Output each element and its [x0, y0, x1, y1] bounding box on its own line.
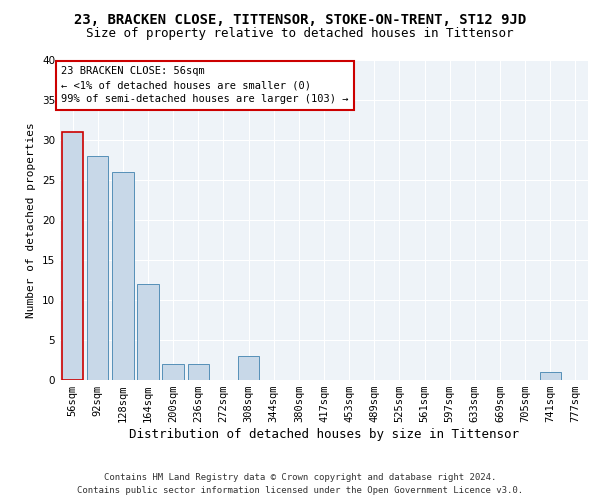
- Bar: [163, 364, 184, 380]
- Bar: [539, 372, 561, 380]
- Text: Contains HM Land Registry data © Crown copyright and database right 2024.
Contai: Contains HM Land Registry data © Crown c…: [77, 474, 523, 495]
- Bar: [112, 172, 134, 380]
- Text: Size of property relative to detached houses in Tittensor: Size of property relative to detached ho…: [86, 28, 514, 40]
- Bar: [137, 284, 158, 380]
- Text: 23, BRACKEN CLOSE, TITTENSOR, STOKE-ON-TRENT, ST12 9JD: 23, BRACKEN CLOSE, TITTENSOR, STOKE-ON-T…: [74, 12, 526, 26]
- Bar: [62, 132, 83, 380]
- Bar: [188, 364, 209, 380]
- X-axis label: Distribution of detached houses by size in Tittensor: Distribution of detached houses by size …: [129, 428, 519, 441]
- Y-axis label: Number of detached properties: Number of detached properties: [26, 122, 37, 318]
- Bar: [238, 356, 259, 380]
- Text: 23 BRACKEN CLOSE: 56sqm
← <1% of detached houses are smaller (0)
99% of semi-det: 23 BRACKEN CLOSE: 56sqm ← <1% of detache…: [61, 66, 349, 104]
- Bar: [87, 156, 109, 380]
